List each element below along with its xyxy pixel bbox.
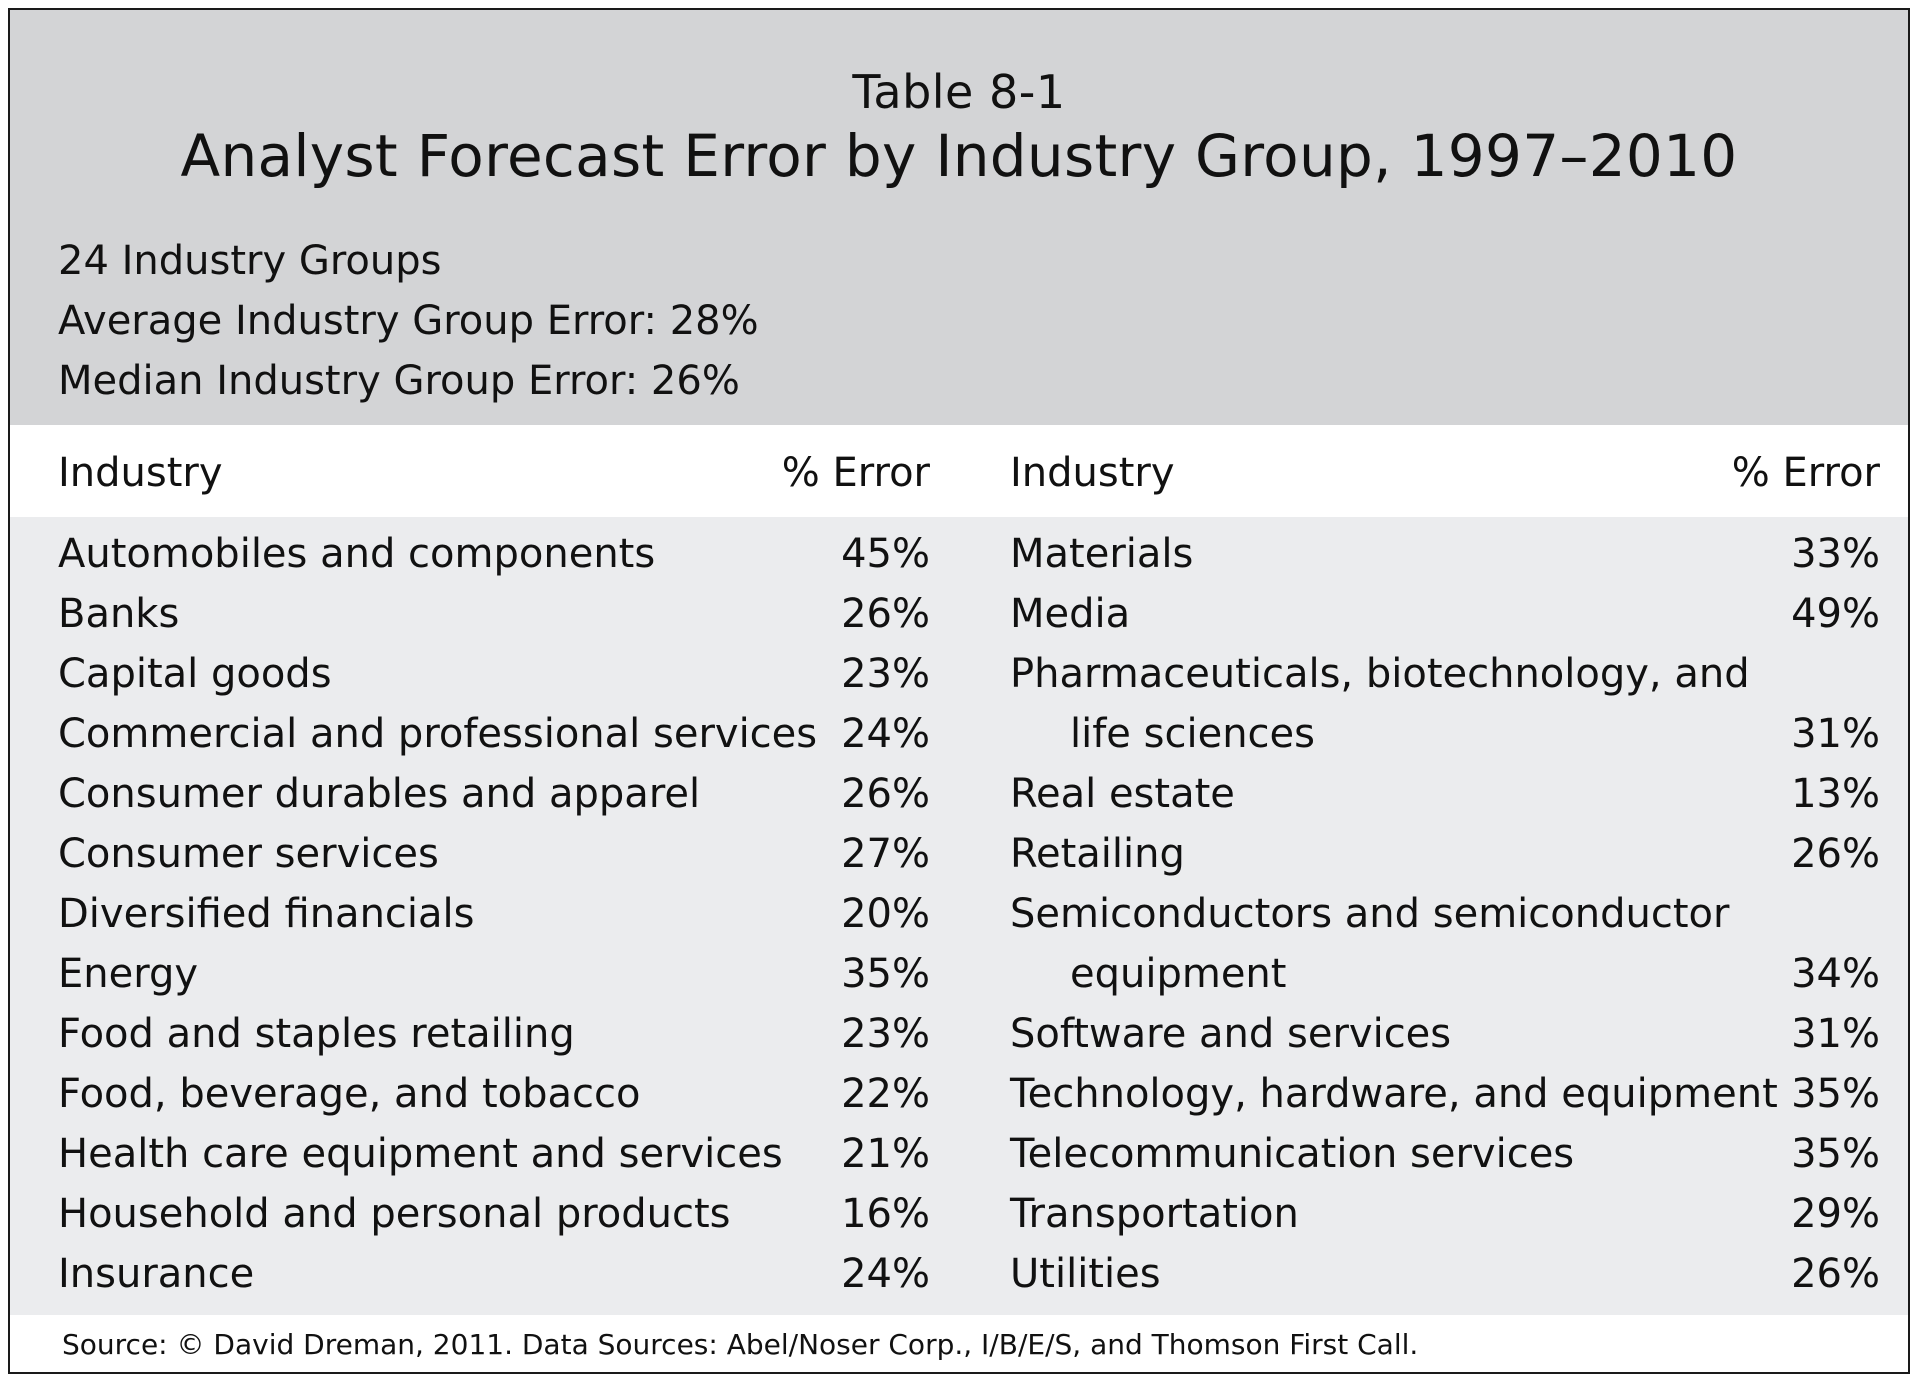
industry-name: Diversified financials xyxy=(58,891,475,937)
error-value: 23% xyxy=(841,1011,930,1057)
industry-name: Household and personal products xyxy=(58,1191,731,1237)
error-value: 31% xyxy=(1791,1011,1880,1057)
error-value: 35% xyxy=(841,951,930,997)
table-row: equipment 34% xyxy=(1010,945,1880,1005)
industry-name: Semiconductors and semiconductor xyxy=(1010,891,1730,937)
error-value: 20% xyxy=(841,891,930,937)
right-error-header: % Error xyxy=(1731,450,1880,496)
industry-name: Capital goods xyxy=(58,651,332,697)
error-value: 24% xyxy=(841,711,930,757)
table-row: Technology, hardware, and equipment 35% xyxy=(1010,1065,1880,1125)
error-value: 49% xyxy=(1791,591,1880,637)
table-row: Food, beverage, and tobacco 22% xyxy=(58,1065,930,1125)
right-industry-header: Industry xyxy=(1010,450,1175,496)
industry-name: Technology, hardware, and equipment xyxy=(1010,1071,1778,1117)
table-row: Consumer durables and apparel 26% xyxy=(58,765,930,825)
error-value: 27% xyxy=(841,831,930,877)
industry-name: Materials xyxy=(1010,531,1194,577)
table-row: Capital goods 23% xyxy=(58,645,930,705)
industry-name: Health care equipment and services xyxy=(58,1131,783,1177)
table-row: Semiconductors and semiconductor xyxy=(1010,885,1880,945)
table-row: Transportation 29% xyxy=(1010,1185,1880,1245)
error-value: 26% xyxy=(1791,1251,1880,1297)
industry-name: Utilities xyxy=(1010,1251,1161,1297)
table-row: Real estate 13% xyxy=(1010,765,1880,825)
table-row: Materials 33% xyxy=(1010,525,1880,585)
industry-name: Telecommunication services xyxy=(1010,1131,1575,1177)
industry-name: Real estate xyxy=(1010,771,1235,817)
industry-name: Retailing xyxy=(1010,831,1185,877)
table-header-band xyxy=(10,10,1908,425)
table-row: Telecommunication services 35% xyxy=(1010,1125,1880,1185)
table-row: Pharmaceuticals, biotechnology, and xyxy=(1010,645,1880,705)
table-row: Household and personal products 16% xyxy=(58,1185,930,1245)
summary-median-error: Median Industry Group Error: 26% xyxy=(58,358,740,404)
table-row: Software and services 31% xyxy=(1010,1005,1880,1065)
error-value: 35% xyxy=(1791,1131,1880,1177)
error-value: 21% xyxy=(841,1131,930,1177)
error-value: 31% xyxy=(1791,711,1880,757)
industry-name: Media xyxy=(1010,591,1131,637)
error-value: 22% xyxy=(841,1071,930,1117)
industry-name: Energy xyxy=(58,951,199,997)
source-note: Source: © David Dreman, 2011. Data Sourc… xyxy=(62,1328,1419,1361)
table-row: Consumer services 27% xyxy=(58,825,930,885)
column-header-band xyxy=(10,425,1908,517)
industry-name: Pharmaceuticals, biotechnology, and xyxy=(1010,651,1750,697)
industry-name: Software and services xyxy=(1010,1011,1452,1057)
industry-name: Consumer services xyxy=(58,831,439,877)
table-row: Commercial and professional services 24% xyxy=(58,705,930,765)
industry-name: Insurance xyxy=(58,1251,255,1297)
industry-name: Banks xyxy=(58,591,180,637)
error-value: 13% xyxy=(1791,771,1880,817)
summary-average-error: Average Industry Group Error: 28% xyxy=(58,298,759,344)
table-row: Automobiles and components 45% xyxy=(58,525,930,585)
table-row: Health care equipment and services 21% xyxy=(58,1125,930,1185)
industry-name: life sciences xyxy=(1070,711,1315,757)
table-frame: Table 8-1 Analyst Forecast Error by Indu… xyxy=(8,8,1910,1374)
table-row: Media 49% xyxy=(1010,585,1880,645)
table-row: Insurance 24% xyxy=(58,1245,930,1305)
error-value: 35% xyxy=(1791,1071,1880,1117)
error-value: 45% xyxy=(841,531,930,577)
table-footer-band xyxy=(10,1315,1908,1372)
industry-name: Commercial and professional services xyxy=(58,711,818,757)
industry-name: Transportation xyxy=(1010,1191,1299,1237)
industry-name: Consumer durables and apparel xyxy=(58,771,701,817)
table-row: life sciences 31% xyxy=(1010,705,1880,765)
summary-group-count: 24 Industry Groups xyxy=(58,238,442,284)
table-title: Analyst Forecast Error by Industry Group… xyxy=(180,122,1738,190)
table-body-band xyxy=(10,517,1908,1315)
table-row: Retailing 26% xyxy=(1010,825,1880,885)
error-value: 24% xyxy=(841,1251,930,1297)
error-value: 33% xyxy=(1791,531,1880,577)
error-value: 26% xyxy=(1791,831,1880,877)
left-industry-header: Industry xyxy=(58,450,223,496)
left-error-header: % Error xyxy=(781,450,930,496)
error-value: 26% xyxy=(841,771,930,817)
industry-name: Food and staples retailing xyxy=(58,1011,575,1057)
error-value: 26% xyxy=(841,591,930,637)
table-row: Energy 35% xyxy=(58,945,930,1005)
table-row: Banks 26% xyxy=(58,585,930,645)
error-value: 23% xyxy=(841,651,930,697)
industry-name: Automobiles and components xyxy=(58,531,656,577)
error-value: 34% xyxy=(1791,951,1880,997)
table-row: Utilities 26% xyxy=(1010,1245,1880,1305)
table-row: Diversified financials 20% xyxy=(58,885,930,945)
industry-name: Food, beverage, and tobacco xyxy=(58,1071,641,1117)
table-row: Food and staples retailing 23% xyxy=(58,1005,930,1065)
error-value: 16% xyxy=(841,1191,930,1237)
industry-name: equipment xyxy=(1070,951,1287,997)
table-number: Table 8-1 xyxy=(852,65,1066,119)
error-value: 29% xyxy=(1791,1191,1880,1237)
